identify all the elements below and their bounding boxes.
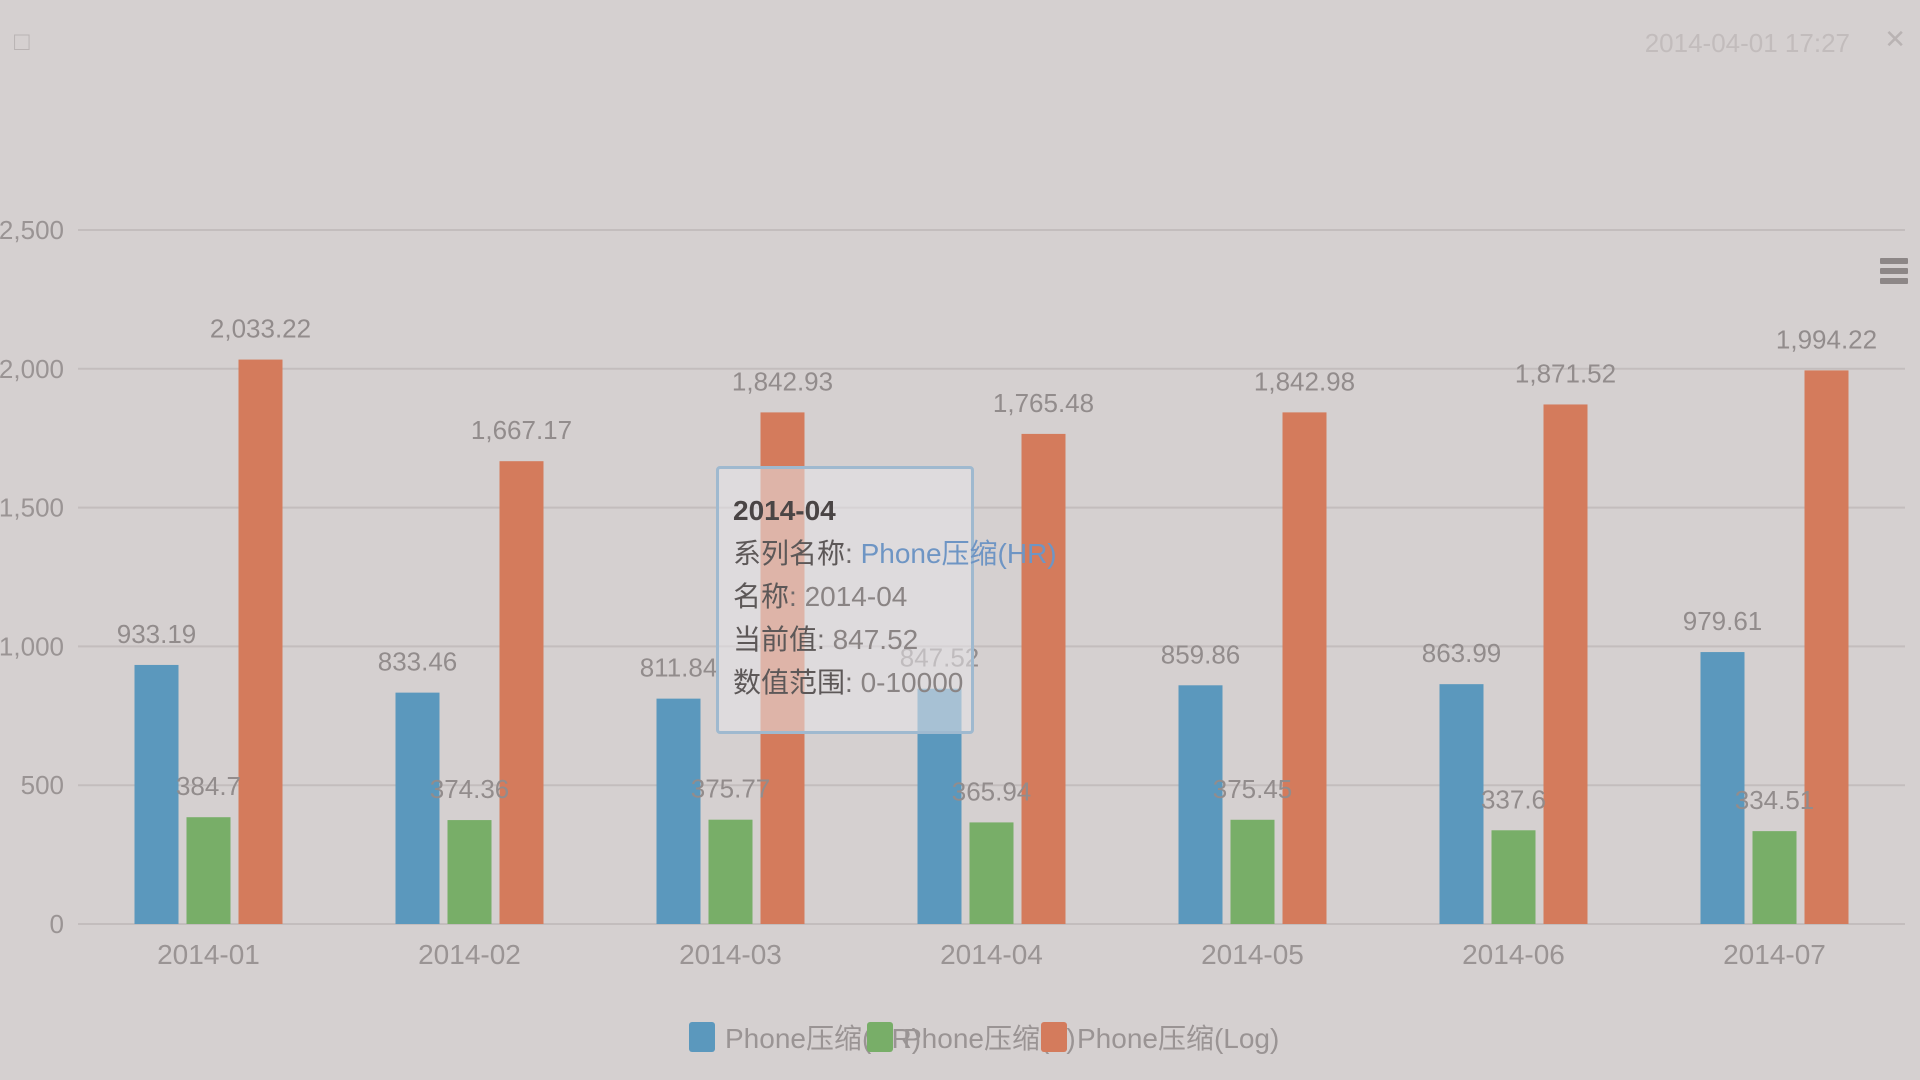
tooltip-key: 数值范围: [733, 667, 846, 698]
tooltip-row-range: 数值范围: 0-10000: [733, 667, 964, 698]
bar: [1439, 684, 1484, 924]
bar: [1021, 433, 1066, 924]
legend-label: Phone压缩(Log): [1077, 1023, 1279, 1054]
tooltip-title: 2014-04: [733, 495, 836, 526]
y-tick-label: 2,000: [0, 354, 64, 384]
tooltip-key: 系列名称: [733, 538, 846, 569]
timestamp-text: 2014-04-01 17:27: [1644, 28, 1850, 58]
x-tick-label: 2014-05: [1201, 939, 1304, 970]
data-label: 2,033.22: [210, 314, 311, 344]
file-icon[interactable]: □: [14, 26, 30, 56]
tooltip-value: 2014-04: [804, 581, 908, 612]
y-axis: 0 500 1,000 1,500 2,000 2,500: [0, 215, 64, 939]
data-label: 374.36: [430, 774, 510, 804]
data-label: 1,842.93: [732, 366, 833, 396]
bar: [238, 359, 283, 924]
x-tick-label: 2014-01: [157, 939, 260, 970]
tooltip-row-name: 名称: 2014-04: [733, 581, 908, 612]
bar: [395, 692, 440, 924]
data-label: 1,871.52: [1515, 358, 1616, 388]
data-label: 337.6: [1481, 784, 1546, 814]
tooltip-key: 当前值: [733, 624, 818, 655]
data-label: 334.51: [1735, 785, 1815, 815]
data-label: 1,667.17: [471, 415, 572, 445]
data-label: 1,994.22: [1776, 324, 1877, 354]
menu-icon[interactable]: [1880, 258, 1908, 292]
y-tick-label: 1,500: [0, 493, 64, 523]
grid-lines: [78, 229, 1905, 925]
bars: [134, 359, 1849, 924]
bar: [186, 817, 231, 924]
data-label: 375.77: [691, 774, 771, 804]
data-labels: 933.19 384.7 2,033.22 833.46 374.36 1,667.17 8…: [117, 314, 1877, 816]
x-tick-label: 2014-04: [940, 939, 1043, 970]
bar: [969, 822, 1014, 924]
bar: [1752, 831, 1797, 924]
bar: [1700, 652, 1745, 924]
data-label: 933.19: [117, 619, 197, 649]
data-label: 863.99: [1422, 638, 1502, 668]
tooltip-value: Phone压缩(HR): [860, 538, 1057, 569]
bar: [447, 820, 492, 924]
tooltip-row-series: 系列名称: Phone压缩(HR): [733, 538, 1057, 569]
tooltip-value: 847.52: [832, 624, 919, 655]
data-label: 1,765.48: [993, 388, 1094, 418]
x-tick-label: 2014-07: [1723, 939, 1826, 970]
data-label: 365.94: [952, 776, 1032, 806]
y-tick-label: 2,500: [0, 215, 64, 245]
data-label: 979.61: [1683, 606, 1763, 636]
tooltip-row-current: 当前值: 847.52: [733, 624, 919, 655]
bar: [1804, 370, 1849, 924]
data-label: 811.84: [640, 653, 718, 683]
close-icon[interactable]: ✕: [1884, 24, 1906, 54]
y-tick-label: 500: [21, 770, 64, 800]
bar: [134, 664, 179, 924]
data-label: 859.86: [1161, 639, 1241, 669]
tooltip-key: 名称: [733, 581, 790, 612]
x-axis: 2014-01 2014-02 2014-03 2014-04 2014-05 2014-…: [157, 939, 1826, 970]
data-label: 375.45: [1213, 774, 1293, 804]
data-label: 1,842.98: [1254, 366, 1355, 396]
bar: [1230, 819, 1275, 924]
chart-tooltip: 2014-04 系列名称: Phone压缩(HR) 名称: 2014-04 当前…: [716, 466, 1057, 734]
data-label: 833.46: [378, 647, 458, 677]
data-label: 384.7: [176, 771, 241, 801]
legend-swatch: [867, 1022, 893, 1052]
tooltip-value: 0-10000: [860, 667, 964, 698]
x-tick-label: 2014-03: [679, 939, 782, 970]
legend-swatch: [689, 1022, 715, 1052]
y-tick-label: 0: [50, 909, 64, 939]
legend-swatch: [1041, 1022, 1067, 1052]
y-tick-label: 1,000: [0, 631, 64, 661]
bar: [708, 819, 753, 924]
legend: Phone压缩(HR)Phone压缩(T) Phone压缩(Log): [689, 1022, 1279, 1054]
bar: [1491, 830, 1536, 924]
x-tick-label: 2014-06: [1462, 939, 1565, 970]
bar: [1178, 685, 1223, 924]
bar: [499, 461, 544, 924]
bar: [1543, 404, 1588, 924]
x-tick-label: 2014-02: [418, 939, 521, 970]
bar: [656, 698, 701, 924]
bar: [1282, 412, 1327, 924]
